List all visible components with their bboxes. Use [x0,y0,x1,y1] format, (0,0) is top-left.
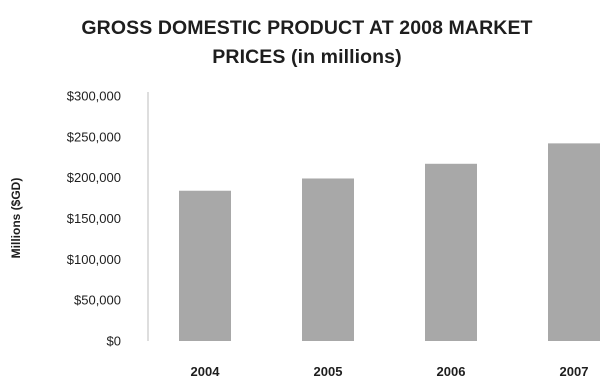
bar-2007 [548,143,600,341]
x-tick-label: 2006 [437,364,466,379]
y-tick-label: $0 [107,334,121,349]
y-tick-label: $50,000 [74,293,121,308]
x-tick-label: 2007 [560,364,589,379]
chart-title-line-1: GROSS DOMESTIC PRODUCT AT 2008 MARKET [81,17,533,39]
x-tick-labels: 2004 2005 2006 2007 [191,364,589,379]
chart-title: GROSS DOMESTIC PRODUCT AT 2008 MARKET PR… [0,14,614,72]
y-tick-label: $300,000 [67,89,121,104]
x-tick-label: 2004 [191,364,221,379]
y-tick-label: $150,000 [67,211,121,226]
y-tick-label: $100,000 [67,252,121,267]
bar-2004 [179,190,231,341]
bar-2006 [425,163,477,341]
chart-title-line-2: PRICES (in millions) [212,46,402,68]
y-tick-label: $250,000 [67,129,121,144]
bar-2005 [302,178,354,341]
bars [179,143,600,341]
x-tick-label: 2005 [314,364,343,379]
y-tick-label: $200,000 [67,170,121,185]
y-tick-labels: $0 $50,000 $100,000 $150,000 $200,000 $250,00… [67,89,121,349]
